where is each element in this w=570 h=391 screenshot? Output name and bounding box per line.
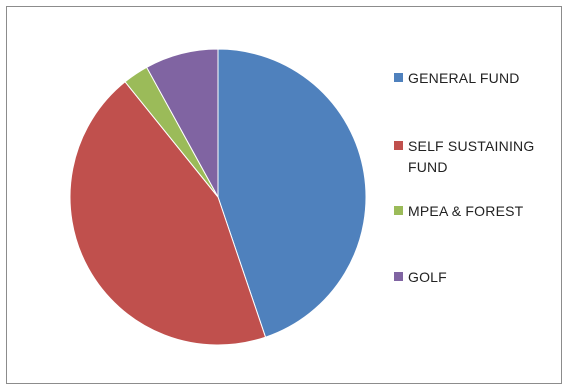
- legend-label-mpea-forest: MPEA & FOREST: [408, 203, 524, 219]
- legend-item-golf: GOLF: [394, 267, 447, 288]
- legend-swatch-golf: [394, 272, 403, 281]
- pie-slice-general-fund: [217, 48, 367, 338]
- pie-slice-self-sustaining-fund: [69, 81, 267, 346]
- legend-label-golf: GOLF: [408, 269, 447, 285]
- legend-item-general-fund: GENERAL FUND: [394, 68, 520, 89]
- legend-item-self-sustaining-fund: SELF SUSTAINING FUND: [394, 136, 558, 178]
- pie-slice-golf: [146, 48, 219, 198]
- legend-item-mpea-forest: MPEA & FOREST: [394, 201, 523, 222]
- legend-swatch-self-sustaining-fund: [394, 141, 403, 150]
- legend-swatch-general-fund: [394, 73, 403, 82]
- legend-swatch-mpea-forest: [394, 206, 403, 215]
- legend-label-general-fund: GENERAL FUND: [408, 70, 520, 86]
- legend-label-self-sustaining-fund: SELF SUSTAINING FUND: [408, 138, 535, 175]
